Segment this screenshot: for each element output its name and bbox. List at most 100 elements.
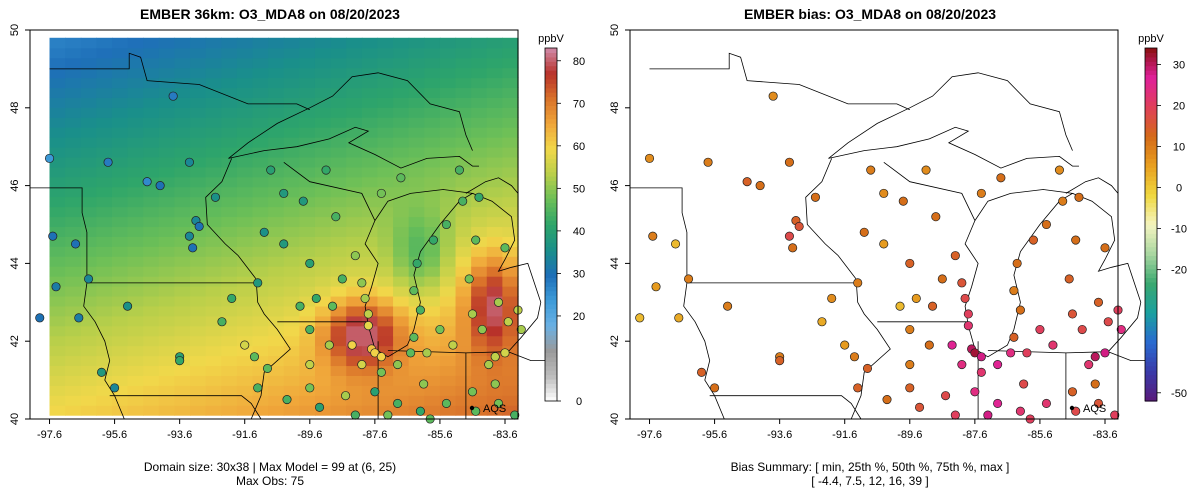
y-tick-label: 44 <box>609 257 621 269</box>
bias-point <box>742 177 752 187</box>
field-cell <box>393 256 410 267</box>
field-cell <box>174 117 191 128</box>
field-cell <box>236 266 254 277</box>
field-cell <box>65 107 82 118</box>
field-cell <box>439 286 457 297</box>
field-cell <box>65 305 82 317</box>
colorbar-swatch <box>545 158 557 164</box>
monitor-point <box>454 165 464 175</box>
field-cell <box>236 87 254 98</box>
field-cell <box>190 67 207 79</box>
field-cell <box>486 286 503 297</box>
field-cell <box>424 325 441 337</box>
bias-point <box>1019 379 1029 389</box>
colorbar-swatch <box>1145 330 1157 336</box>
field-cell <box>502 276 519 287</box>
field-cell <box>299 236 316 247</box>
y-tick-label: 46 <box>609 179 621 191</box>
bias-point <box>895 301 905 311</box>
bias-point <box>1090 352 1100 362</box>
field-cell <box>49 395 66 406</box>
bias-footer: Bias Summary: [ min, 25th %, 50th %, 75t… <box>600 460 1140 488</box>
colorbar-tick-label: 50 <box>573 183 585 195</box>
field-cell <box>346 355 363 367</box>
colorbar-swatch <box>545 348 557 354</box>
monitor-point <box>282 394 292 405</box>
colorbar-swatch <box>545 281 557 287</box>
field-cell <box>486 266 503 277</box>
field-cell <box>314 295 332 307</box>
model-panel: EMBER 36km: O3_MDA8 on 08/20/2023 -97.6-… <box>9 6 585 488</box>
field-cell <box>393 186 410 198</box>
field-cell <box>408 137 425 148</box>
monitor-point <box>279 239 289 249</box>
colorbar-swatch <box>545 211 557 217</box>
bias-map: -97.6 -95.6 -93.6 -91.6 -89.6 -87.6 -85.6 -83.6… <box>609 24 1187 441</box>
field-cell <box>143 295 160 307</box>
colorbar-swatch <box>545 378 557 384</box>
monitor-point <box>396 173 406 183</box>
field-cell <box>205 196 222 208</box>
field-cell <box>486 67 503 79</box>
field-cell <box>252 206 269 218</box>
field-cell <box>143 286 160 297</box>
field-cell <box>221 375 238 386</box>
field-cell <box>190 325 207 337</box>
colorbar-swatch <box>1145 180 1157 186</box>
field-cell <box>299 315 316 327</box>
field-cell <box>49 405 66 416</box>
monitor-point <box>500 243 510 253</box>
field-cell <box>49 166 66 178</box>
colorbar-swatch <box>1145 109 1157 115</box>
field-cell <box>143 117 160 128</box>
x-tick-label: -97.6 <box>37 429 62 441</box>
field-cell <box>236 286 254 297</box>
field-cell <box>346 295 363 307</box>
x-tick-label: -87.6 <box>362 429 387 441</box>
field-cell <box>299 266 316 277</box>
field-cell <box>486 385 503 396</box>
field-cell <box>471 196 488 208</box>
field-cell <box>143 335 160 347</box>
field-cell <box>174 87 191 98</box>
field-cell <box>65 117 82 128</box>
field-cell <box>408 186 425 198</box>
field-cell <box>393 216 410 228</box>
field-cell <box>268 117 285 128</box>
field-cell <box>486 117 503 128</box>
field-cell <box>377 335 394 347</box>
field-cell <box>221 256 238 267</box>
field-cell <box>111 226 129 237</box>
field-cell <box>252 395 269 406</box>
lake-shoreline <box>828 72 1073 159</box>
field-cell <box>268 166 285 178</box>
field-cell <box>205 325 222 337</box>
field-cell <box>236 196 254 208</box>
field-cell <box>65 256 82 267</box>
bias-point <box>993 359 1003 370</box>
field-cell <box>486 107 503 118</box>
field-cell <box>127 117 144 128</box>
field-cell <box>486 196 503 208</box>
bias-point <box>1116 324 1126 335</box>
field-cell <box>314 315 332 327</box>
bias-point <box>1090 379 1100 389</box>
field-cell <box>158 276 176 287</box>
monitor-point <box>155 181 165 191</box>
field-cell <box>143 216 160 228</box>
monitor-point <box>409 332 419 342</box>
field-cell <box>96 47 113 59</box>
field-cell <box>361 87 379 98</box>
field-cell <box>49 77 66 89</box>
field-cell <box>330 166 347 178</box>
field-cell <box>65 375 82 386</box>
colorbar-tick-label: -10 <box>1171 224 1187 236</box>
field-cell <box>471 335 488 347</box>
field-cell <box>49 156 66 168</box>
colorbar-swatch <box>1145 259 1157 265</box>
field-cell <box>96 405 113 416</box>
field-cell <box>471 295 488 307</box>
field-cell <box>174 127 191 138</box>
monitor-point <box>409 286 419 296</box>
bias-point <box>993 398 1003 408</box>
